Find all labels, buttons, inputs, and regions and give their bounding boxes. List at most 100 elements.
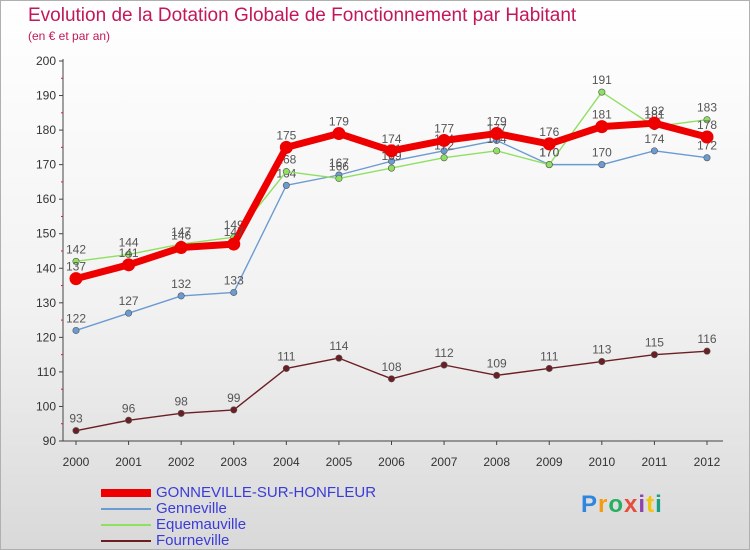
data-label: 177 xyxy=(434,121,454,135)
data-point xyxy=(177,292,185,300)
data-point xyxy=(335,174,343,182)
data-point xyxy=(437,133,451,147)
data-point xyxy=(125,250,133,258)
data-label: 166 xyxy=(329,159,349,173)
data-point xyxy=(703,116,711,124)
data-label: 170 xyxy=(539,146,559,160)
data-point xyxy=(125,416,133,424)
data-point xyxy=(279,140,293,154)
data-point xyxy=(387,164,395,172)
data-label: 183 xyxy=(697,101,717,115)
data-point xyxy=(650,147,658,155)
data-point xyxy=(385,144,398,158)
y-tick-label: 180 xyxy=(36,123,56,137)
x-tick-label: 2008 xyxy=(483,455,510,469)
data-point xyxy=(122,258,136,272)
data-label: 115 xyxy=(645,336,664,350)
legend-swatch xyxy=(101,540,151,542)
data-point xyxy=(227,237,241,251)
data-point xyxy=(230,406,238,414)
legend-label: Fourneville xyxy=(156,532,230,549)
data-label: 179 xyxy=(487,115,507,129)
data-label: 191 xyxy=(592,73,612,87)
data-label: 127 xyxy=(119,294,139,308)
data-label: 174 xyxy=(381,132,401,146)
y-tick-label: 100 xyxy=(36,399,56,413)
data-point xyxy=(493,147,501,155)
data-label: 98 xyxy=(174,394,188,408)
chart-title: Evolution de la Dotation Globale de Fonc… xyxy=(28,5,577,26)
data-label: 176 xyxy=(539,125,559,139)
data-label: 142 xyxy=(66,242,86,256)
data-point xyxy=(174,241,188,255)
y-tick-label: 170 xyxy=(36,158,56,172)
data-label: 146 xyxy=(171,229,191,243)
data-label: 109 xyxy=(487,356,507,370)
data-label: 181 xyxy=(644,108,664,122)
data-label: 179 xyxy=(329,115,349,129)
data-point xyxy=(703,347,711,355)
legend-label: GONNEVILLE-SUR-HONFLEUR xyxy=(156,484,377,501)
data-label: 170 xyxy=(592,146,612,160)
data-point xyxy=(282,168,290,176)
data-label: 181 xyxy=(592,108,612,122)
logo-letter: t xyxy=(646,491,656,518)
logo-letter: o xyxy=(608,491,625,518)
data-label: 147 xyxy=(171,225,191,239)
data-label: 93 xyxy=(69,412,83,426)
data-point xyxy=(282,181,290,189)
data-label: 111 xyxy=(540,349,559,363)
data-point xyxy=(598,88,606,96)
y-tick-label: 120 xyxy=(36,330,56,344)
data-label: 137 xyxy=(66,260,86,274)
data-point xyxy=(69,272,83,286)
y-tick-label: 140 xyxy=(36,261,56,275)
data-label: 113 xyxy=(592,343,611,357)
data-point xyxy=(440,154,448,162)
y-tick-label: 90 xyxy=(43,434,57,448)
data-point xyxy=(545,161,553,169)
data-label: 122 xyxy=(66,311,86,325)
legend-swatch xyxy=(101,524,151,526)
data-point xyxy=(493,371,501,379)
chart-subtitle: (en € et par an) xyxy=(28,29,111,43)
data-label: 99 xyxy=(227,391,241,405)
data-point xyxy=(545,364,553,372)
data-point xyxy=(598,161,606,169)
y-tick-label: 160 xyxy=(36,192,56,206)
legend-label: Equemauville xyxy=(156,516,247,533)
data-point xyxy=(700,130,714,144)
y-tick-label: 150 xyxy=(36,227,56,241)
x-tick-label: 2003 xyxy=(220,455,247,469)
logo-letter: P xyxy=(581,491,599,518)
data-label: 112 xyxy=(435,346,454,360)
x-tick-label: 2010 xyxy=(588,455,615,469)
data-point xyxy=(125,309,133,317)
data-label: 167 xyxy=(329,156,349,170)
y-tick-label: 190 xyxy=(36,89,56,103)
data-point xyxy=(703,154,711,162)
x-tick-label: 2009 xyxy=(536,455,563,469)
data-point xyxy=(440,147,448,155)
data-label: 182 xyxy=(644,104,664,118)
data-point xyxy=(598,358,606,366)
data-point xyxy=(647,116,661,130)
logo-letter: i xyxy=(655,491,663,518)
x-tick-label: 2001 xyxy=(115,455,142,469)
x-tick-label: 2004 xyxy=(273,455,300,469)
data-point xyxy=(440,361,448,369)
x-tick-label: 2012 xyxy=(694,455,721,469)
data-point xyxy=(650,351,658,359)
data-point xyxy=(387,375,395,383)
legend-swatch xyxy=(101,508,151,510)
data-point xyxy=(335,354,343,362)
x-tick-label: 2007 xyxy=(431,455,458,469)
data-label: 132 xyxy=(171,277,191,291)
y-tick-label: 200 xyxy=(36,54,56,68)
data-label: 172 xyxy=(697,139,717,153)
data-point xyxy=(490,127,504,141)
data-label: 133 xyxy=(224,273,244,287)
data-label: 178 xyxy=(697,118,717,132)
